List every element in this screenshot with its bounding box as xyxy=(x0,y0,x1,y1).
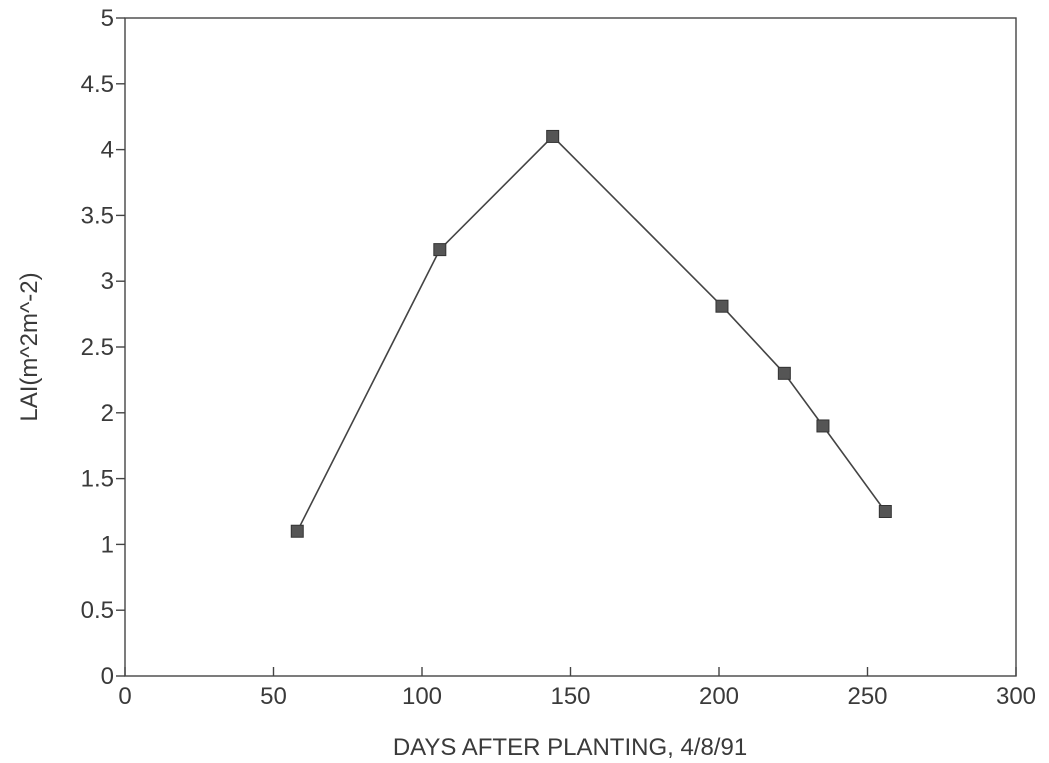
y-tick-label: 4 xyxy=(101,137,114,164)
y-tick-label: 2.5 xyxy=(81,334,114,361)
y-tick-label: 1 xyxy=(101,531,114,558)
y-tick-label: 4.5 xyxy=(81,71,114,98)
data-point-marker xyxy=(290,524,304,538)
data-point-marker xyxy=(878,505,892,518)
y-tick-label: 0 xyxy=(101,663,114,690)
data-point-marker xyxy=(433,243,447,257)
y-tick-label: 5 xyxy=(101,5,114,32)
y-tick-label: 2 xyxy=(101,400,114,427)
x-tick-label: 150 xyxy=(550,683,590,710)
y-tick-label: 3 xyxy=(101,268,114,295)
x-axis: 0 50 100 150 200 250 300 xyxy=(118,667,1036,710)
data-point-marker xyxy=(816,419,830,433)
data-point-marker xyxy=(777,366,791,380)
y-tick-label: 3.5 xyxy=(81,202,114,229)
data-point-marker xyxy=(715,299,729,313)
series-line xyxy=(296,135,886,532)
x-tick-label: 50 xyxy=(260,683,287,710)
x-tick-label: 300 xyxy=(996,683,1036,710)
y-tick-label: 0.5 xyxy=(81,597,114,624)
x-tick-label: 0 xyxy=(118,683,131,710)
plot-area-frame xyxy=(124,17,1017,677)
data-point-marker xyxy=(546,129,560,143)
y-axis: 0 0.5 1 1.5 2 2.5 3 3.5 4 4.5 5 xyxy=(81,5,125,690)
y-axis-label: LAI(m^2m^-2) xyxy=(16,272,43,421)
x-tick-label: 200 xyxy=(699,683,739,710)
x-tick-label: 100 xyxy=(402,683,442,710)
x-axis-label: DAYS AFTER PLANTING, 4/8/91 xyxy=(393,734,747,761)
y-tick-label: 1.5 xyxy=(81,466,114,493)
x-tick-label: 250 xyxy=(847,683,887,710)
series-lai xyxy=(290,129,892,538)
